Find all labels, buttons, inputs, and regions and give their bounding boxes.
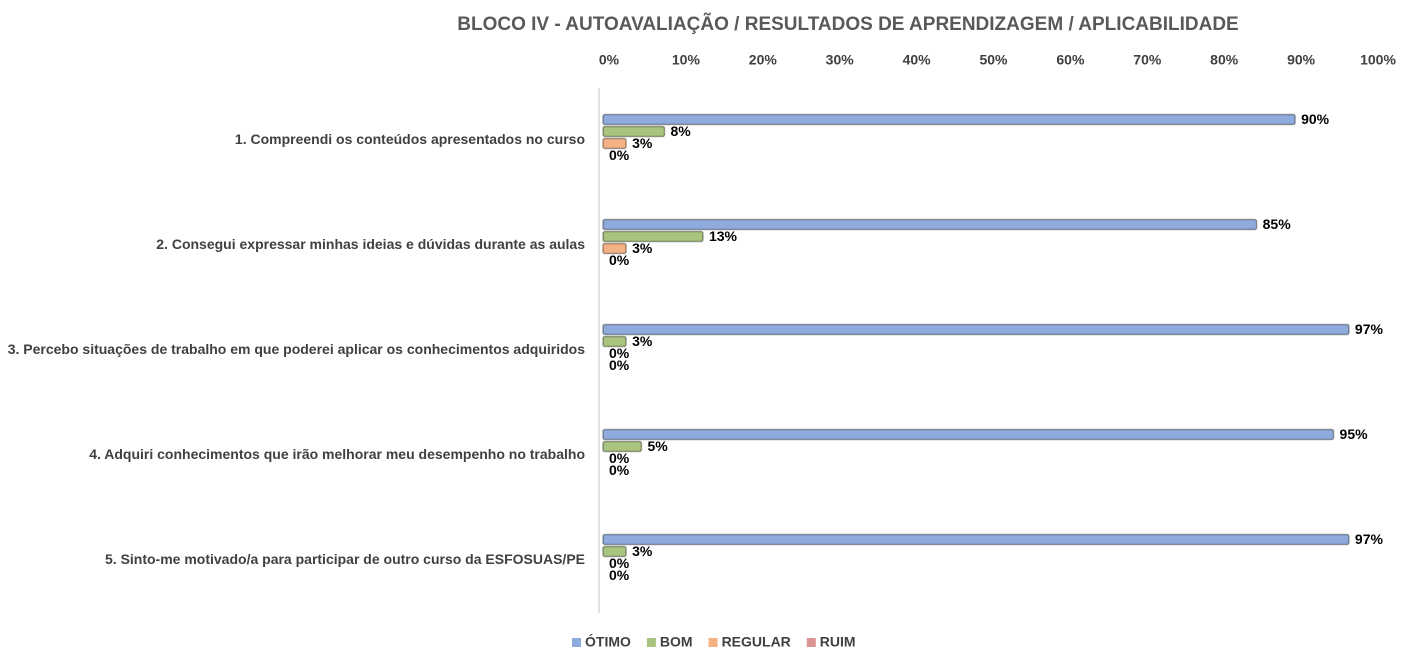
x-tick-label: 30% — [826, 52, 855, 68]
legend-label: BOM — [660, 634, 693, 650]
bar — [602, 440, 643, 453]
data-label: 0% — [609, 450, 630, 466]
x-tick-label: 70% — [1133, 52, 1162, 68]
legend-label: REGULAR — [722, 634, 791, 650]
bar — [602, 335, 627, 348]
bar — [602, 545, 627, 558]
y-tick-label: 3. Percebo situações de trabalho em que … — [8, 341, 585, 357]
data-label: 3% — [632, 543, 653, 559]
data-label: 0% — [609, 147, 630, 163]
data-label: 3% — [632, 135, 653, 151]
y-tick-label: 2. Consegui expressar minhas ideias e dú… — [156, 236, 585, 252]
bar — [602, 125, 666, 138]
x-tick-label: 40% — [903, 52, 932, 68]
x-tick-label: 50% — [979, 52, 1008, 68]
legend-swatch — [708, 638, 718, 647]
x-tick-label: 0% — [599, 52, 620, 68]
data-label: 0% — [609, 555, 630, 571]
data-label: 0% — [609, 252, 630, 268]
data-label: 0% — [609, 345, 630, 361]
legend-label: ÓTIMO — [585, 633, 631, 650]
x-tick-label: 100% — [1360, 52, 1396, 68]
data-label: 0% — [609, 567, 630, 583]
data-label: 13% — [709, 228, 738, 244]
x-tick-label: 60% — [1056, 52, 1085, 68]
data-label: 0% — [609, 462, 630, 478]
bar — [602, 137, 627, 150]
bar — [602, 113, 1296, 126]
bar — [602, 242, 627, 255]
x-tick-label: 80% — [1210, 52, 1239, 68]
y-tick-label: 5. Sinto-me motivado/a para participar d… — [105, 551, 585, 567]
legend-label: RUIM — [820, 634, 856, 650]
bar — [602, 218, 1258, 231]
chart-title: BLOCO IV - AUTOAVALIAÇÃO / RESULTADOS DE… — [457, 13, 1238, 35]
data-label: 0% — [609, 357, 630, 373]
legend-swatch — [806, 638, 816, 647]
x-tick-label: 10% — [672, 52, 701, 68]
data-label: 3% — [632, 240, 653, 256]
bar — [602, 323, 1350, 336]
bar — [602, 230, 704, 243]
bar — [602, 428, 1335, 441]
y-tick-label: 4. Adquiri conhecimentos que irão melhor… — [89, 446, 585, 462]
data-label: 97% — [1355, 321, 1384, 337]
legend-swatch — [572, 638, 581, 647]
data-label: 97% — [1355, 531, 1384, 547]
x-tick-label: 90% — [1287, 52, 1316, 68]
data-label: 85% — [1263, 216, 1292, 232]
data-label: 8% — [671, 123, 692, 139]
data-label: 90% — [1301, 111, 1330, 127]
data-label: 3% — [632, 333, 653, 349]
bar — [602, 533, 1350, 546]
data-label: 5% — [647, 438, 668, 454]
data-label: 95% — [1340, 426, 1369, 442]
y-tick-label: 1. Compreendi os conteúdos apresentados … — [235, 131, 585, 147]
legend-swatch — [646, 638, 656, 647]
x-tick-label: 20% — [749, 52, 778, 68]
